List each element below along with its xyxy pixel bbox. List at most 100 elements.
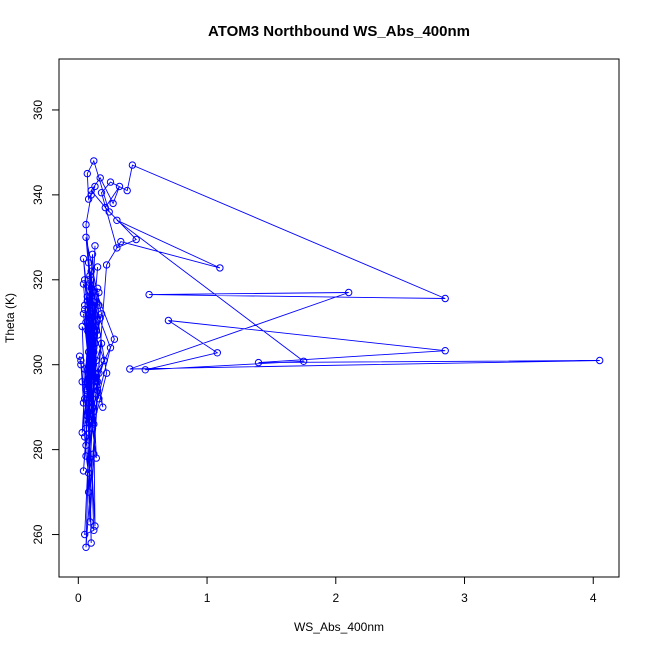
data-point: [87, 539, 95, 547]
data-point: [90, 450, 98, 458]
data-point: [81, 301, 89, 309]
data-point: [92, 356, 101, 365]
data-point: [91, 182, 99, 191]
data-point: [164, 316, 173, 325]
data-point: [145, 290, 153, 299]
x-tick-label: 3: [461, 591, 468, 605]
data-point: [115, 182, 124, 191]
data-point: [82, 318, 90, 326]
data-point: [79, 254, 88, 263]
data-point: [87, 186, 95, 195]
data-point: [81, 305, 89, 314]
data-point: [106, 344, 115, 352]
data-point: [90, 327, 98, 335]
y-axis: 260 280 300 320 340 360: [31, 100, 60, 545]
data-point: [109, 199, 117, 208]
data-point: [299, 357, 308, 365]
data-point: [84, 488, 93, 496]
data-point: [88, 310, 97, 318]
data-point: [96, 174, 104, 182]
data-point: [88, 416, 97, 424]
data-point: [93, 263, 102, 271]
data-point: [90, 420, 98, 428]
data-point: [82, 233, 90, 242]
data-point: [91, 369, 99, 377]
data-point: [91, 522, 99, 530]
data-point: [113, 216, 121, 225]
data-point: [441, 347, 449, 355]
data-point: [82, 543, 90, 551]
data-point: [78, 428, 86, 437]
data-point: [88, 250, 97, 259]
data-point: [79, 310, 88, 318]
x-tick-label: 1: [204, 591, 211, 605]
data-point: [84, 276, 93, 284]
data-point: [117, 237, 125, 246]
data-point: [86, 518, 94, 526]
data-point: [90, 382, 98, 390]
data-point: [95, 369, 103, 377]
data-point: [113, 244, 121, 252]
data-point: [441, 294, 449, 303]
data-point: [84, 469, 93, 477]
y-tick-label: 300: [31, 354, 45, 374]
data-point: [110, 335, 119, 343]
data-point: [216, 264, 224, 272]
data-point: [91, 242, 99, 250]
data-point: [97, 310, 106, 318]
data-point: [99, 403, 107, 411]
data-point: [82, 441, 90, 450]
data-point: [213, 349, 222, 357]
data-point: [88, 301, 97, 309]
data-point: [86, 271, 94, 280]
data-point: [106, 178, 115, 186]
data-point: [91, 322, 99, 331]
y-tick-label: 360: [31, 100, 45, 120]
x-tick-label: 2: [332, 591, 339, 605]
data-point: [79, 280, 88, 288]
data-point: [83, 378, 92, 386]
y-tick-label: 340: [31, 185, 45, 205]
data-point: [92, 454, 101, 462]
data-point: [81, 276, 89, 284]
y-axis-title: Theta (K): [3, 293, 17, 343]
data-point: [84, 399, 93, 407]
data-point: [86, 416, 94, 424]
data-point: [128, 161, 137, 169]
data-point: [81, 433, 89, 441]
data-series: [75, 157, 604, 551]
data-point: [96, 314, 104, 322]
y-tick-label: 280: [31, 439, 45, 459]
data-point: [93, 386, 102, 394]
data-point: [77, 361, 85, 369]
y-tick-label: 260: [31, 524, 45, 544]
data-point: [92, 327, 101, 335]
data-point: [105, 208, 113, 216]
data-point: [83, 293, 92, 301]
data-point: [126, 365, 134, 373]
data-point: [79, 467, 88, 475]
data-point: [596, 356, 604, 365]
data-point: [87, 293, 95, 301]
x-tick-label: 4: [590, 591, 597, 605]
data-point: [97, 339, 106, 348]
data-point: [132, 235, 140, 244]
data-point: [78, 322, 86, 331]
data-point: [88, 335, 97, 343]
data-point: [84, 195, 93, 203]
data-point: [93, 331, 102, 339]
data-point: [102, 369, 111, 377]
data-point: [81, 530, 89, 539]
data-point: [83, 390, 92, 399]
data-point: [84, 259, 93, 267]
data-point: [75, 352, 84, 360]
y-tick-label: 320: [31, 269, 45, 289]
data-point: [123, 186, 131, 195]
data-point: [101, 203, 110, 212]
data-point: [78, 378, 86, 386]
chart-title: ATOM3 Northbound WS_Abs_400nm: [208, 23, 470, 40]
data-point: [83, 169, 92, 178]
data-point: [95, 288, 103, 297]
data-point: [100, 356, 108, 365]
